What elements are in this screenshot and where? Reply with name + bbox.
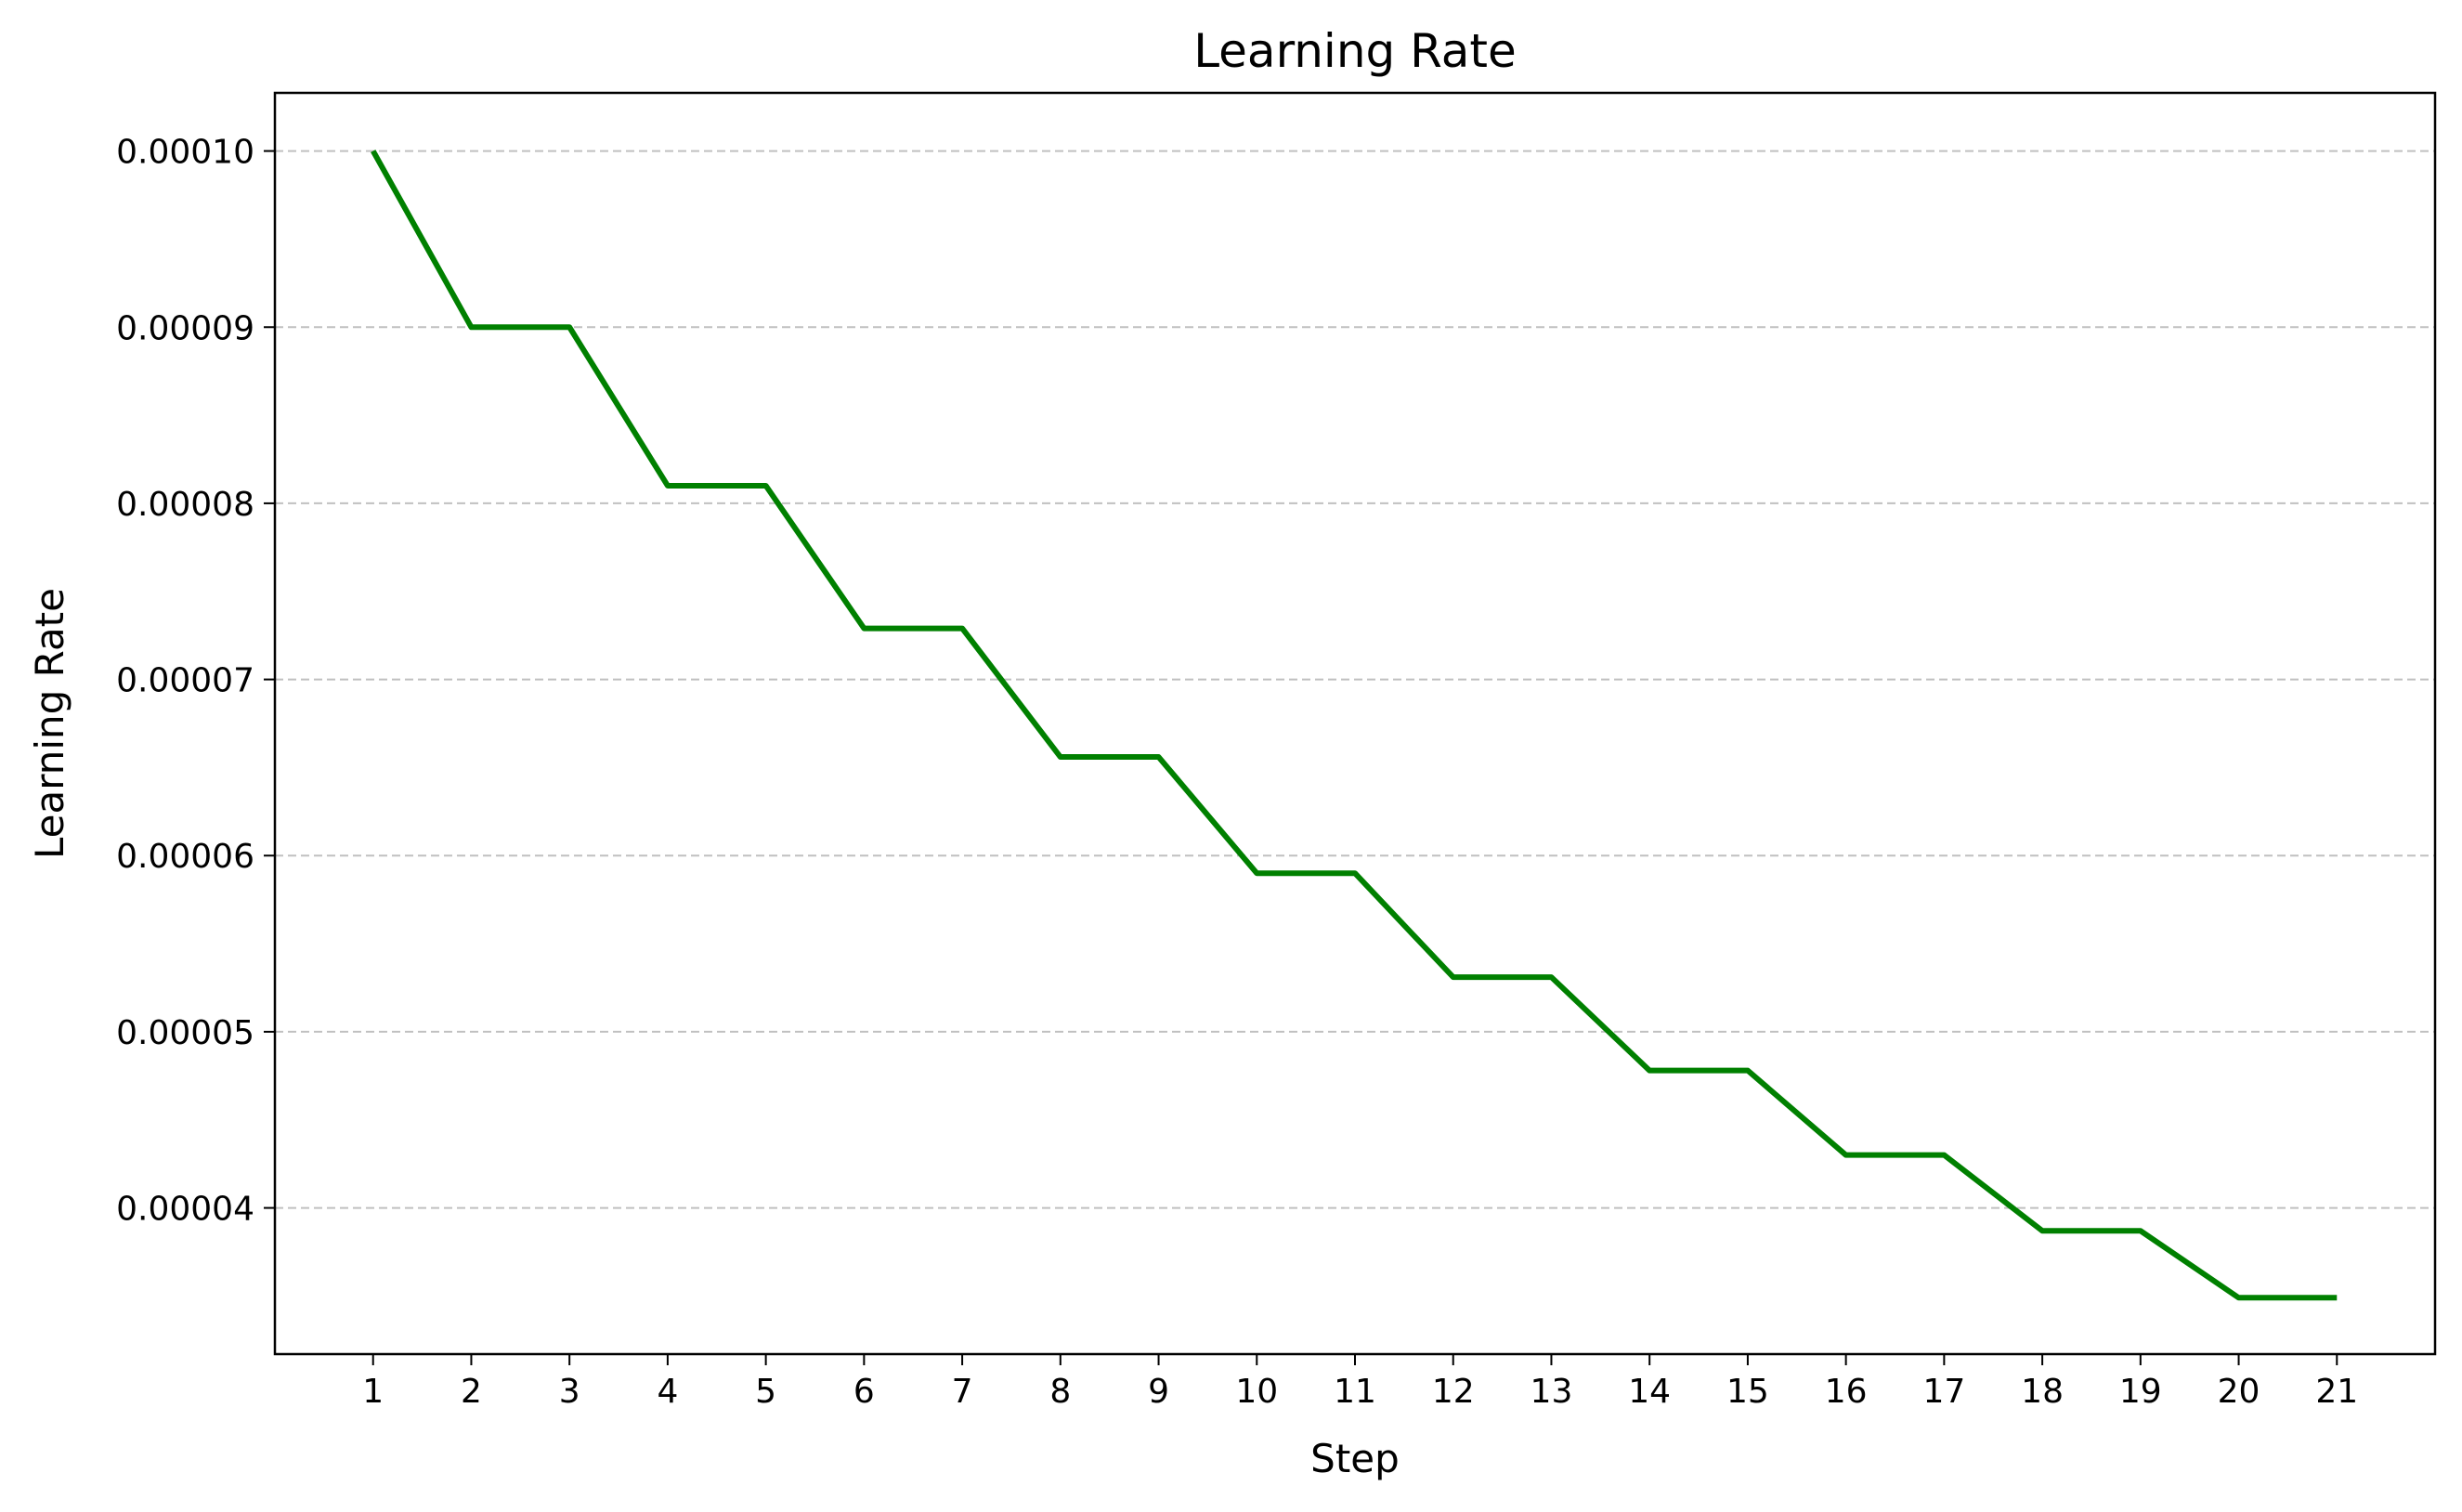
x-tick-label: 4 (657, 1373, 678, 1411)
data-point (2138, 1228, 2143, 1233)
data-point (1254, 870, 1259, 876)
y-tick-label: 0.00006 (116, 838, 254, 876)
x-tick-label: 5 (755, 1373, 776, 1411)
y-tick-label: 0.00010 (116, 134, 254, 172)
data-point (371, 149, 376, 154)
data-point (2236, 1295, 2242, 1300)
data-point (1647, 1068, 1652, 1074)
x-tick-label: 7 (952, 1373, 973, 1411)
x-tick-label: 10 (1235, 1373, 1278, 1411)
series-line (371, 150, 2338, 1301)
data-point (1941, 1153, 1947, 1158)
x-tick-label: 6 (853, 1373, 875, 1411)
x-tick-label: 2 (461, 1373, 482, 1411)
x-tick-label: 16 (1825, 1373, 1868, 1411)
x-tick-label: 3 (559, 1373, 580, 1411)
grid-layer (275, 150, 2435, 1209)
data-point (1058, 754, 1063, 760)
data-point (1548, 974, 1554, 980)
x-tick-label: 15 (1726, 1373, 1769, 1411)
y-tick-label: 0.00004 (116, 1191, 254, 1229)
x-tick-label: 17 (1922, 1373, 1965, 1411)
x-tick-label: 14 (1628, 1373, 1671, 1411)
data-point (2334, 1295, 2339, 1300)
x-tick-label: 9 (1148, 1373, 1169, 1411)
data-point (1156, 754, 1162, 760)
data-point (567, 324, 572, 330)
x-tick-label: 19 (2119, 1373, 2162, 1411)
y-tick-label: 0.00008 (116, 486, 254, 524)
series-layer (371, 149, 2339, 1301)
data-point (468, 324, 474, 330)
x-tick-label: 18 (2021, 1373, 2064, 1411)
data-point (1352, 870, 1358, 876)
y-axis-ticks: 0.00004 0.00005 0.00006 0.00007 0.00008 0.000… (116, 134, 275, 1229)
x-tick-label: 13 (1531, 1373, 1573, 1411)
data-point (1745, 1068, 1751, 1074)
x-axis-label: Step (1310, 1436, 1400, 1481)
data-point (959, 626, 965, 632)
data-point (2039, 1228, 2045, 1233)
data-point (665, 483, 671, 489)
y-tick-label: 0.00005 (116, 1014, 254, 1052)
x-tick-label: 12 (1432, 1373, 1475, 1411)
x-tick-label: 20 (2218, 1373, 2260, 1411)
x-tick-label: 1 (362, 1373, 384, 1411)
y-axis-label: Learning Rate (27, 588, 72, 859)
x-tick-label: 21 (2315, 1373, 2358, 1411)
x-tick-label: 8 (1049, 1373, 1071, 1411)
x-axis-ticks: 1 2 3 4 5 6 7 8 9 10 11 12 13 14 15 16 17 18 19 20 21 (362, 1354, 2358, 1411)
data-point (1451, 974, 1456, 980)
x-tick-label: 11 (1334, 1373, 1376, 1411)
y-tick-label: 0.00007 (116, 662, 254, 700)
data-point (763, 483, 769, 489)
data-point (861, 626, 866, 632)
chart-title: Learning Rate (1193, 24, 1517, 78)
data-point (1843, 1153, 1849, 1158)
y-tick-label: 0.00009 (116, 309, 254, 347)
